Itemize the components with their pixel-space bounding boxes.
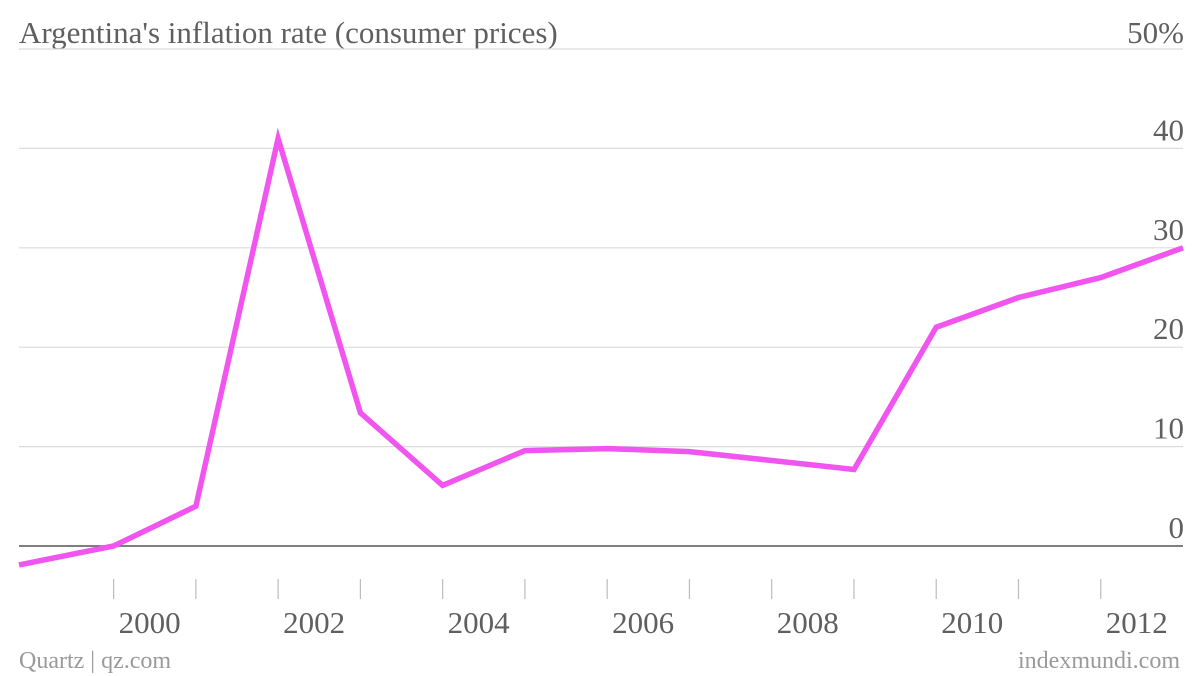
y-tick-label-20: 20: [1153, 311, 1184, 346]
x-tick-label-2004: 2004: [448, 605, 511, 640]
series-layer: [18, 127, 1184, 568]
y-axis-ticks: 0 10 20 30 40: [1153, 112, 1184, 545]
x-tick-label-2000: 2000: [119, 605, 181, 640]
gridlines: [19, 48, 1183, 547]
x-tick-label-2008: 2008: [777, 605, 839, 640]
series-line-0: [18, 127, 1184, 568]
y-tick-label-10: 10: [1153, 411, 1184, 446]
x-tick-label-2010: 2010: [941, 605, 1003, 640]
data-source: indexmundi.com: [1018, 648, 1180, 674]
y-unit-label: 50%: [1127, 15, 1184, 50]
y-tick-label-0: 0: [1169, 510, 1185, 545]
x-tick-label-2012: 2012: [1106, 605, 1168, 640]
y-tick-label-30: 30: [1153, 212, 1184, 247]
x-tick-label-2002: 2002: [283, 605, 345, 640]
chart-title: Argentina's inflation rate (consumer pri…: [19, 15, 558, 50]
x-tick-label-2006: 2006: [612, 605, 674, 640]
y-tick-label-40: 40: [1153, 112, 1184, 147]
source-credit: Quartz | qz.com: [19, 648, 171, 674]
x-axis-ticks: 2000 2002 2004 2006 2008 2010 2012: [113, 579, 1168, 640]
